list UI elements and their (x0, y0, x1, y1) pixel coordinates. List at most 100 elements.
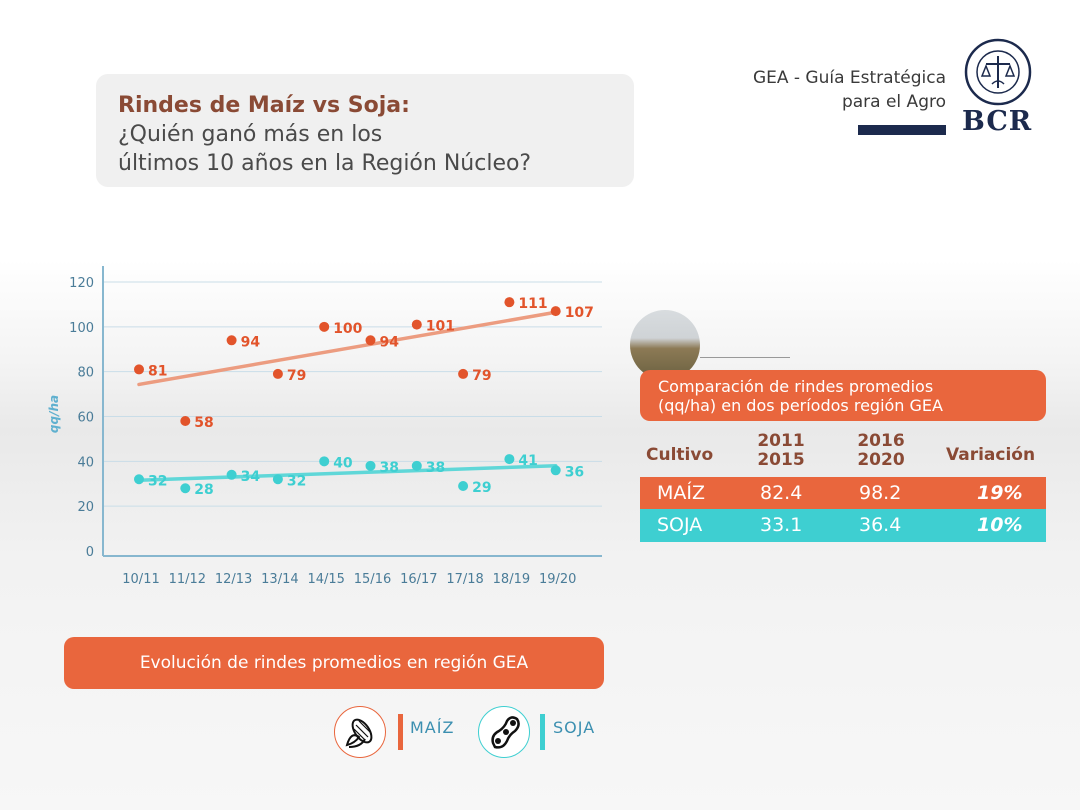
data-point (504, 297, 515, 308)
trend-line-maiz (137, 310, 558, 387)
data-point (504, 454, 515, 465)
title-line-2: ¿Quién ganó más en los (118, 122, 383, 147)
y-axis-label: qq/ha (47, 395, 61, 433)
data-point (550, 465, 561, 476)
data-point (180, 483, 191, 494)
data-point (411, 319, 422, 330)
data-label: 34 (241, 469, 261, 485)
data-label: 32 (287, 473, 306, 489)
corn-icon (345, 718, 373, 748)
data-point (458, 480, 469, 491)
x-tick-label: 11/12 (169, 572, 206, 587)
data-label: 28 (194, 482, 213, 498)
x-tick-label: 14/15 (307, 572, 344, 587)
x-tick-label: 19/20 (539, 572, 576, 587)
y-tick-label: 20 (77, 500, 94, 515)
data-point (319, 456, 330, 467)
data-label: 29 (472, 480, 491, 496)
field-photo (630, 310, 700, 380)
row-period-2: 36.4 (859, 514, 902, 536)
data-point (272, 474, 283, 485)
row-crop: MAÍZ (657, 482, 706, 504)
row-variation: 10% (977, 514, 1023, 536)
trend-lines (137, 310, 558, 482)
legend-maiz-label: MAÍZ (410, 718, 455, 737)
row-period-2: 98.2 (859, 482, 902, 504)
data-label: 101 (426, 319, 455, 335)
legend-maiz-badge (334, 706, 386, 758)
data-point (226, 469, 237, 480)
data-label: 79 (472, 368, 491, 384)
row-period-1: 82.4 (760, 482, 803, 504)
title-heading: Rindes de Maíz vs Soja: (118, 93, 410, 118)
data-point (226, 335, 237, 346)
legend-soja-label: SOJA (553, 718, 596, 737)
header-period-1-end: 2015 (757, 450, 805, 470)
table-row: MAÍZ 82.4 98.2 19% (640, 477, 1046, 510)
y-tick-label: 0 (86, 545, 94, 560)
brand-line-2: para el Agro (841, 92, 946, 112)
chart-grid (103, 281, 602, 507)
data-point (272, 368, 283, 379)
y-tick-label: 40 (77, 455, 94, 470)
data-label: 36 (565, 464, 584, 480)
data-label: 40 (333, 455, 353, 471)
data-point (550, 306, 561, 317)
data-label: 107 (565, 305, 594, 321)
data-point (411, 460, 422, 471)
y-tick-label: 60 (77, 411, 94, 426)
legend-soja-badge (478, 706, 530, 758)
header-period-2: 2016 2020 (854, 432, 908, 470)
data-point (180, 415, 191, 426)
x-tick-label: 13/14 (261, 572, 298, 587)
x-tick-label: 15/16 (354, 572, 391, 587)
data-label: 81 (148, 363, 167, 379)
x-tick-label: 10/11 (122, 572, 159, 587)
x-tick-label: 18/19 (493, 572, 530, 587)
comparison-title-line-2: (qq/ha) en dos períodos región GEA (658, 396, 943, 415)
header-period-1-start: 2011 (757, 431, 805, 451)
data-point (365, 460, 376, 471)
x-tick-label: 16/17 (400, 572, 437, 587)
data-point (319, 321, 330, 332)
x-tick-label: 12/13 (215, 572, 252, 587)
soybean-pod-icon (491, 716, 520, 749)
comparison-title-line-1: Comparación de rindes promedios (658, 377, 934, 396)
x-tick-label: 17/18 (446, 572, 483, 587)
y-tick-label: 120 (69, 276, 94, 291)
data-label: 38 (426, 460, 445, 476)
data-point (458, 368, 469, 379)
y-tick-label: 80 (77, 366, 94, 381)
divider-line (700, 357, 790, 358)
header-period-1: 2011 2015 (756, 432, 806, 470)
data-label: 38 (380, 460, 399, 476)
trend-line-soja (137, 464, 558, 482)
table-row: SOJA 33.1 36.4 10% (640, 509, 1046, 542)
header-period-2-start: 2016 (857, 431, 905, 451)
data-label: 58 (194, 415, 213, 431)
header-period-2-end: 2020 (857, 450, 905, 470)
title-line-3: últimos 10 años en la Región Núcleo? (118, 151, 532, 176)
brand-text: GEA - Guía Estratégica para el Agro (753, 66, 946, 114)
data-points: 81 58 94 79 100 94 101 79 111 107 32 28 34 32 40 38 38 29… (134, 296, 594, 498)
brand-line-1: GEA - Guía Estratégica (752, 68, 946, 88)
data-label: 111 (518, 296, 547, 312)
legend-maiz-swatch (398, 714, 403, 750)
header-variation: Variación (946, 445, 1036, 465)
bcr-seal-logo (964, 38, 1032, 106)
title-box: Rindes de Maíz vs Soja: ¿Quién ganó más … (96, 74, 634, 187)
data-point (134, 474, 144, 485)
y-tick-labels: 0 20 40 60 80 100 120 (69, 276, 94, 560)
bcr-logo-text: BCR (962, 106, 1033, 137)
data-point (365, 335, 376, 346)
chart-caption: Evolución de rindes promedios en región … (64, 637, 604, 689)
data-label: 32 (148, 473, 167, 489)
row-crop: SOJA (657, 514, 703, 536)
legend-soja-swatch (540, 714, 545, 750)
data-label: 100 (333, 321, 362, 337)
data-point (134, 364, 144, 375)
brand-bar (858, 125, 946, 135)
y-tick-label: 100 (69, 321, 94, 336)
row-variation: 19% (977, 482, 1023, 504)
